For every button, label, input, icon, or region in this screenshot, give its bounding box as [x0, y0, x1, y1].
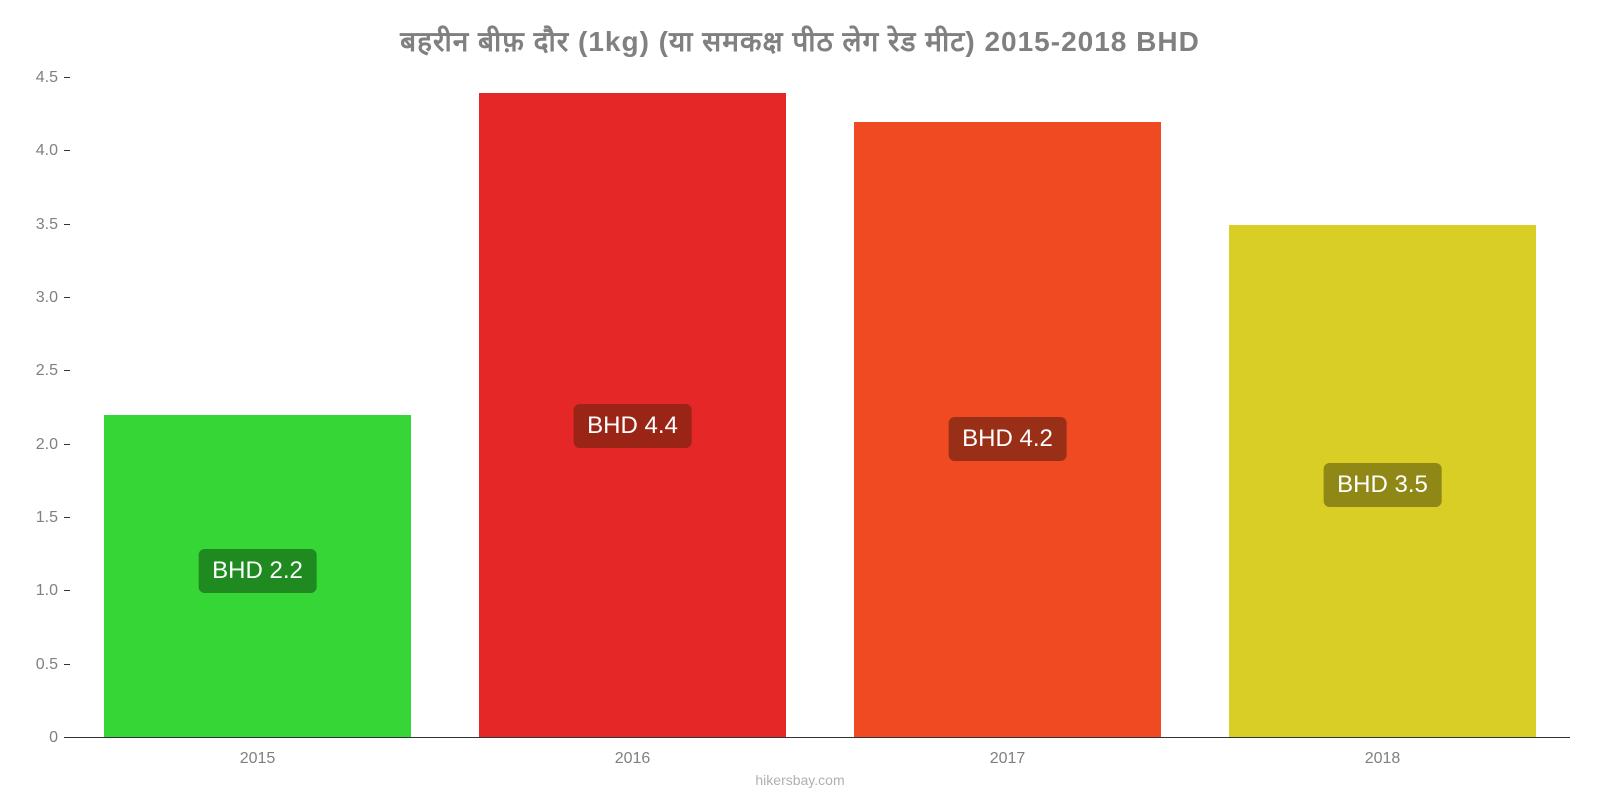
y-tick-label: 0.5: [36, 656, 58, 674]
chart-area: 00.51.01.52.02.53.03.54.04.5 BHD 2.2BHD …: [70, 78, 1570, 738]
chart-title: बहरीन बीफ़ दौर (1kg) (या समकक्ष पीठ लेग …: [0, 0, 1600, 68]
bar-value-label: BHD 4.2: [948, 417, 1067, 461]
x-tick-label: 2017: [990, 750, 1026, 768]
bar-value-label: BHD 3.5: [1323, 463, 1442, 507]
y-tick-label: 2.5: [36, 362, 58, 380]
y-tick-label: 4.5: [36, 69, 58, 87]
x-tick-label: 2018: [1365, 750, 1401, 768]
y-tick-label: 2.0: [36, 436, 58, 454]
y-tick-label: 3.5: [36, 216, 58, 234]
y-tick-label: 4.0: [36, 142, 58, 160]
x-tick-label: 2015: [240, 750, 276, 768]
x-tick-label: 2016: [615, 750, 651, 768]
x-axis-line: [70, 737, 1570, 738]
y-tick-label: 0: [49, 729, 58, 747]
y-tick-label: 3.0: [36, 289, 58, 307]
y-tick-label: 1.0: [36, 582, 58, 600]
plot-region: 00.51.01.52.02.53.03.54.04.5 BHD 2.2BHD …: [70, 78, 1570, 738]
footer-attribution: hikersbay.com: [0, 772, 1600, 788]
bar-value-label: BHD 4.4: [573, 404, 692, 448]
bar-value-label: BHD 2.2: [198, 549, 317, 593]
y-tick-label: 1.5: [36, 509, 58, 527]
